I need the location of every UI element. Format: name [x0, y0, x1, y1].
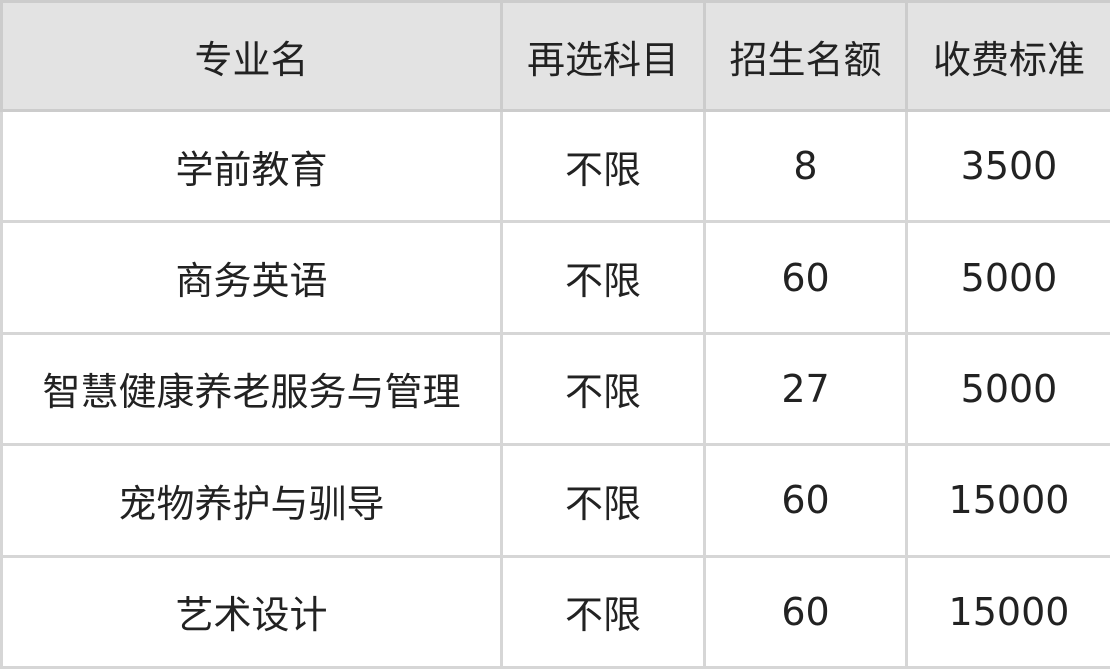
cell-subjects: 不限	[500, 108, 706, 224]
cell-quota: 60	[703, 220, 908, 335]
cell-quota: 8	[703, 108, 908, 224]
cell-fee: 15000	[905, 443, 1110, 558]
header-subjects: 再选科目	[500, 0, 706, 112]
cell-major: 宠物养护与驯导	[0, 443, 503, 558]
cell-fee: 3500	[905, 108, 1110, 224]
table-row: 学前教育 不限 8 3500	[0, 108, 1110, 224]
cell-fee: 5000	[905, 220, 1110, 335]
table-row: 宠物养护与驯导 不限 60 15000	[0, 443, 1110, 558]
cell-fee: 5000	[905, 331, 1110, 447]
header-fee: 收费标准	[905, 0, 1110, 112]
cell-subjects: 不限	[500, 443, 706, 558]
table-row: 商务英语 不限 60 5000	[0, 220, 1110, 335]
header-quota: 招生名额	[703, 0, 908, 112]
cell-fee: 15000	[905, 554, 1110, 669]
cell-subjects: 不限	[500, 220, 706, 335]
cell-major: 学前教育	[0, 108, 503, 224]
table-row: 艺术设计 不限 60 15000	[0, 554, 1110, 669]
cell-major: 商务英语	[0, 220, 503, 335]
header-major: 专业名	[0, 0, 503, 112]
header-row: 专业名 再选科目 招生名额 收费标准	[0, 0, 1110, 112]
cell-major: 艺术设计	[0, 554, 503, 669]
cell-subjects: 不限	[500, 554, 706, 669]
table-row: 智慧健康养老服务与管理 不限 27 5000	[0, 331, 1110, 447]
cell-major: 智慧健康养老服务与管理	[0, 331, 503, 447]
cell-quota: 27	[703, 331, 908, 447]
cell-quota: 60	[703, 554, 908, 669]
cell-subjects: 不限	[500, 331, 706, 447]
cell-quota: 60	[703, 443, 908, 558]
